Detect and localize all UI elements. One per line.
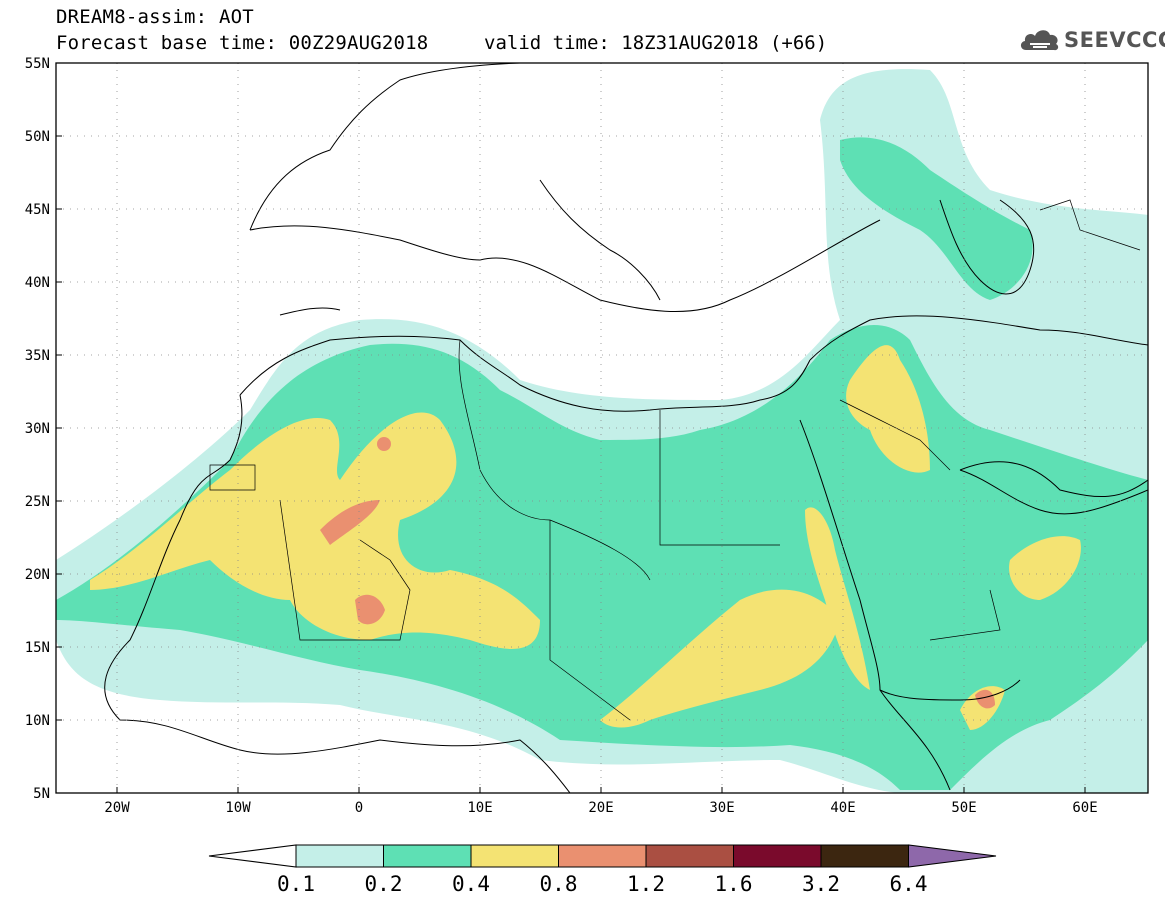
- colorbar-segment: [558, 844, 647, 868]
- aot-band-0.4-west: [90, 412, 540, 649]
- aot-band-0.4-redsea: [805, 507, 870, 690]
- lon-tick-label: 10E: [467, 800, 492, 816]
- colorbar-label: 0.4: [452, 872, 490, 896]
- cloud-icon: [1020, 30, 1059, 51]
- aot-field: [56, 69, 1148, 793]
- lat-tick-label: 50N: [25, 129, 50, 145]
- aot-band-0.4-oman: [1009, 536, 1081, 600]
- colorbar-label: 3.2: [802, 872, 840, 896]
- colorbar-label: 0.1: [277, 872, 315, 896]
- aot-band-0.8-spot3: [975, 689, 995, 709]
- colorbar-segment: [295, 844, 384, 868]
- colorbar-under-triangle: [208, 844, 297, 868]
- colorbar-segment: [470, 844, 559, 868]
- aot-band-0.8-spot1: [320, 500, 380, 545]
- tick-marks: [56, 62, 1086, 794]
- seevccc-logo: SEEVCCC: [1018, 24, 1165, 56]
- lon-tick-label: 50E: [951, 800, 976, 816]
- lon-tick-label: 20E: [588, 800, 613, 816]
- logo-text: SEEVCCC: [1064, 28, 1165, 52]
- lat-labels: 55N 50N 45N 40N 35N 30N 25N 20N 15N 10N …: [25, 56, 50, 802]
- gridlines: [56, 63, 1148, 793]
- aot-band-0.8-spot2: [355, 594, 385, 625]
- aot-band-0.4-arabia: [846, 345, 930, 473]
- colorbar-segment: [645, 844, 734, 868]
- aot-band-0.4-sudan: [600, 589, 840, 728]
- aot-band-0.8-spot4: [377, 437, 391, 451]
- lon-tick-label: 0: [355, 800, 363, 816]
- lon-tick-label: 40E: [830, 800, 855, 816]
- colorbar-label: 0.2: [364, 872, 403, 896]
- colorbar-over-triangle: [908, 844, 997, 868]
- colorbar-label: 0.8: [539, 872, 578, 896]
- lat-tick-label: 55N: [25, 56, 50, 72]
- lon-tick-label: 10W: [225, 800, 251, 816]
- colorbar-segment: [733, 844, 822, 868]
- lat-tick-label: 25N: [25, 494, 50, 510]
- lat-tick-label: 40N: [25, 275, 50, 291]
- colorbar-label: 6.4: [889, 872, 928, 896]
- map-title: DREAM8-assim: AOT: [56, 6, 254, 28]
- lat-tick-label: 5N: [33, 786, 50, 802]
- lat-tick-label: 20N: [25, 567, 50, 583]
- valid-time: valid time: 18Z31AUG2018 (+66): [484, 32, 828, 54]
- colorbar-label: 1.2: [627, 872, 665, 896]
- lat-tick-label: 30N: [25, 421, 50, 437]
- colorbar-segment: [820, 844, 909, 868]
- colorbar: [208, 844, 997, 868]
- lat-tick-label: 35N: [25, 348, 50, 364]
- lon-labels: 20W 10W 0 10E 20E 30E 40E 50E 60E: [104, 800, 1097, 816]
- lon-tick-label: 30E: [709, 800, 734, 816]
- lat-tick-label: 10N: [25, 713, 50, 729]
- lat-tick-label: 15N: [25, 640, 50, 656]
- lat-tick-label: 45N: [25, 202, 50, 218]
- forecast-base-time: Forecast base time: 00Z29AUG2018: [56, 32, 429, 54]
- colorbar-label: 1.6: [714, 872, 753, 896]
- borders: [209, 199, 1141, 721]
- aot-band-0.2-caspian: [840, 137, 1033, 300]
- colorbar-segment: [383, 844, 472, 868]
- lon-tick-label: 20W: [104, 800, 130, 816]
- lon-tick-label: 60E: [1072, 800, 1097, 816]
